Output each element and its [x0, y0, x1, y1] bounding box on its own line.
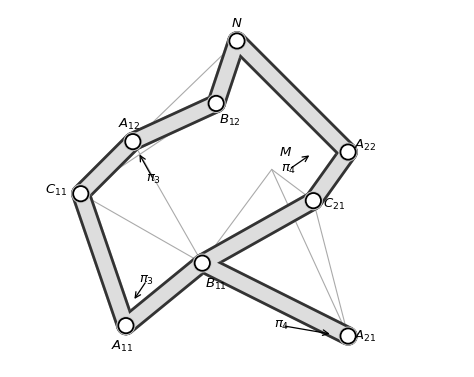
Circle shape — [124, 133, 142, 150]
Text: $\pi_4$: $\pi_4$ — [274, 319, 290, 332]
Text: $N$: $N$ — [231, 17, 243, 30]
Circle shape — [306, 193, 321, 208]
Circle shape — [209, 96, 224, 111]
Text: $A_{21}$: $A_{21}$ — [354, 328, 377, 343]
Circle shape — [229, 33, 245, 49]
Circle shape — [125, 134, 140, 149]
Circle shape — [73, 186, 89, 201]
Text: $B_{12}$: $B_{12}$ — [219, 113, 241, 128]
Circle shape — [72, 185, 90, 202]
Text: $A_{12}$: $A_{12}$ — [118, 117, 141, 132]
Circle shape — [208, 95, 225, 112]
Circle shape — [195, 256, 210, 271]
Circle shape — [305, 192, 322, 210]
Circle shape — [117, 317, 135, 334]
Circle shape — [339, 327, 357, 345]
Circle shape — [339, 143, 357, 161]
Text: $M$: $M$ — [279, 146, 292, 159]
Text: $A_{22}$: $A_{22}$ — [354, 138, 377, 153]
Text: $\pi_3$: $\pi_3$ — [139, 274, 155, 287]
Circle shape — [228, 32, 246, 50]
Circle shape — [340, 328, 356, 344]
Text: $C_{21}$: $C_{21}$ — [323, 196, 345, 211]
Circle shape — [118, 318, 134, 333]
Circle shape — [193, 254, 211, 272]
Text: $C_{11}$: $C_{11}$ — [46, 183, 68, 198]
Text: $\pi_4$: $\pi_4$ — [282, 163, 297, 176]
Text: $A_{11}$: $A_{11}$ — [111, 339, 134, 354]
Text: $B_{11}$: $B_{11}$ — [205, 276, 227, 291]
Text: $\pi_3$: $\pi_3$ — [146, 173, 161, 186]
Circle shape — [340, 144, 356, 160]
